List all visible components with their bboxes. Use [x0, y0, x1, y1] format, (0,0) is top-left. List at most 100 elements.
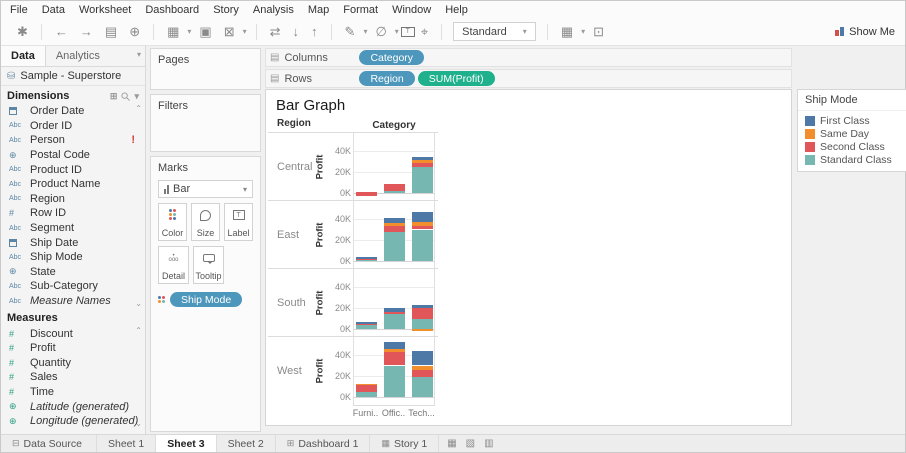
bar-segment-standard-class[interactable]	[384, 365, 405, 397]
color-button[interactable]: Color	[158, 203, 187, 241]
bar-segment-same-day[interactable]	[356, 384, 377, 386]
show-mark-labels-icon[interactable]	[400, 26, 415, 37]
sheet-tab-story-1[interactable]: ▦ Story 1	[370, 435, 440, 452]
bar-segment-second-class[interactable]	[356, 323, 377, 325]
view-as-grid-icon[interactable]: ⊞	[109, 90, 118, 101]
bar-segment-same-day[interactable]	[412, 222, 433, 227]
bar-segment-first-class[interactable]	[412, 350, 433, 366]
scroll-up-icon[interactable]: ⌃	[135, 104, 142, 113]
sheet-tab-data-source[interactable]: ⊟ Data Source	[1, 435, 97, 452]
bar-segment-standard-class[interactable]	[384, 190, 405, 193]
ship-mode-pill[interactable]: Ship Mode	[170, 292, 243, 307]
bar-segment-first-class[interactable]	[384, 308, 405, 313]
bar-segment-standard-class[interactable]	[384, 231, 405, 261]
sheet-tab-sheet-2[interactable]: Sheet 2	[217, 435, 276, 452]
dimension-field-sub-category[interactable]: Abc Sub-Category	[1, 279, 145, 294]
bar-segment-second-class[interactable]	[356, 258, 377, 260]
dimension-field-measure-names[interactable]: Abc Measure Names	[1, 294, 145, 309]
bar-segment-second-class[interactable]	[412, 308, 433, 319]
bar-segment-second-class[interactable]	[384, 312, 405, 315]
region-field-header[interactable]: Region	[277, 118, 311, 129]
group-dropdown-icon[interactable]: ▾	[394, 27, 399, 36]
bar-segment-first-class[interactable]	[356, 257, 377, 259]
measure-field-quantity[interactable]: # Quantity	[1, 356, 145, 371]
scroll-up-icon[interactable]: ⌃	[135, 326, 142, 336]
category-label-furniture[interactable]: Furni..	[352, 408, 379, 418]
measure-field-longitude-generated[interactable]: ⊕ Longitude (generated)	[1, 414, 145, 429]
bar-segment-standard-class[interactable]	[412, 229, 433, 261]
show-cards-dropdown-icon[interactable]: ▾	[581, 27, 586, 36]
tab-analytics[interactable]: Analytics	[55, 50, 100, 62]
bar-segment-standard-class[interactable]	[384, 314, 405, 329]
tab-data[interactable]: Data	[1, 46, 46, 66]
highlight-icon[interactable]: ✎	[344, 23, 356, 39]
bar-segment-second-class[interactable]	[384, 351, 405, 366]
menu-item-story[interactable]: Story	[213, 3, 239, 16]
category-field-header[interactable]: Category	[372, 120, 416, 131]
bar-segment-first-class[interactable]	[384, 342, 405, 349]
menu-item-format[interactable]: Format	[343, 3, 379, 16]
scroll-down-icon[interactable]: ⌄	[135, 419, 142, 429]
rows-shelf[interactable]: ▤ Rows Region SUM(Profit)	[265, 69, 792, 88]
bar-segment-second-class[interactable]	[356, 193, 377, 196]
bar-segment-first-class[interactable]	[412, 304, 433, 308]
new-worksheet-dropdown-icon[interactable]: ▾	[187, 27, 192, 36]
redo-icon[interactable]: →	[79, 24, 93, 39]
bar-segment-second-class[interactable]	[356, 385, 377, 392]
bar-segment-second-class[interactable]	[356, 191, 377, 193]
menu-item-data[interactable]: Data	[41, 3, 65, 16]
menu-item-help[interactable]: Help	[445, 3, 468, 16]
legend-title[interactable]: Ship Mode	[798, 90, 906, 111]
bar-segment-standard-class[interactable]	[356, 324, 377, 329]
datasource-row[interactable]: ⛁ Sample - Superstore	[1, 67, 145, 86]
dimension-field-order-date[interactable]: Order Date	[1, 104, 145, 119]
menu-item-worksheet[interactable]: Worksheet	[78, 3, 132, 16]
size-button[interactable]: Size	[191, 203, 220, 241]
dimension-field-row-id[interactable]: # Row ID	[1, 206, 145, 221]
bar-segment-second-class[interactable]	[412, 162, 433, 167]
bar-segment-second-class[interactable]	[384, 183, 405, 191]
bar-segment-same-day[interactable]	[384, 223, 405, 227]
tooltip-button[interactable]: Tooltip	[193, 246, 224, 284]
columns-shelf[interactable]: ▤ Columns Category	[265, 48, 792, 67]
show-me-button[interactable]: Show Me	[835, 26, 895, 38]
legend-item-first-class[interactable]: First Class	[798, 114, 906, 127]
pane-tabs-more-icon[interactable]: ▾	[136, 50, 141, 59]
bar-segment-second-class[interactable]	[412, 369, 433, 378]
region-label[interactable]: Central	[277, 160, 313, 173]
dimension-field-ship-mode[interactable]: Abc Ship Mode	[1, 250, 145, 265]
mark-type-dropdown[interactable]: Bar ▾	[158, 180, 253, 198]
bar-segment-same-day[interactable]	[384, 348, 405, 352]
legend-item-second-class[interactable]: Second Class	[798, 140, 906, 153]
tableau-logo-icon[interactable]: ✱	[17, 23, 28, 39]
bar-segment-same-day[interactable]	[412, 365, 433, 370]
presentation-mode-icon[interactable]: ⊡	[593, 23, 605, 39]
detail-button[interactable]: • ooo Detail	[158, 246, 189, 284]
fix-axes-icon[interactable]: ⌖	[420, 23, 429, 39]
find-field-icon[interactable]	[121, 91, 131, 101]
clear-sheet-icon[interactable]: ⊠	[223, 23, 235, 39]
sheet-tab-dashboard-1[interactable]: ⊞ Dashboard 1	[276, 435, 371, 452]
fit-mode-select[interactable]: Standard ▾	[453, 22, 536, 41]
bar-segment-first-class[interactable]	[356, 322, 377, 324]
dimension-field-ship-date[interactable]: Ship Date	[1, 235, 145, 250]
undo-icon[interactable]: ←	[54, 24, 68, 39]
measure-field-time[interactable]: # Time	[1, 385, 145, 400]
region-label[interactable]: West	[277, 365, 302, 377]
bar-segment-same-day[interactable]	[412, 329, 433, 332]
bar-segment-standard-class[interactable]	[412, 166, 433, 193]
region-label[interactable]: South	[277, 296, 306, 309]
bar-segment-first-class[interactable]	[412, 157, 433, 161]
sum-profit-pill[interactable]: SUM(Profit)	[417, 71, 495, 86]
new-story-tab-icon[interactable]: ▥	[484, 438, 494, 449]
measure-field-profit[interactable]: # Profit	[1, 341, 145, 356]
bar-segment-first-class[interactable]	[384, 217, 405, 224]
menu-item-file[interactable]: File	[10, 3, 28, 16]
new-worksheet-tab-icon[interactable]: ▦	[447, 438, 457, 449]
new-dashboard-tab-icon[interactable]: ▧	[465, 438, 476, 449]
menu-item-dashboard[interactable]: Dashboard	[145, 3, 200, 16]
region-label[interactable]: East	[277, 228, 300, 241]
save-icon[interactable]: ▤	[104, 23, 118, 39]
category-label-technology[interactable]: Tech...	[408, 408, 435, 418]
bar-segment-second-class[interactable]	[384, 226, 405, 232]
